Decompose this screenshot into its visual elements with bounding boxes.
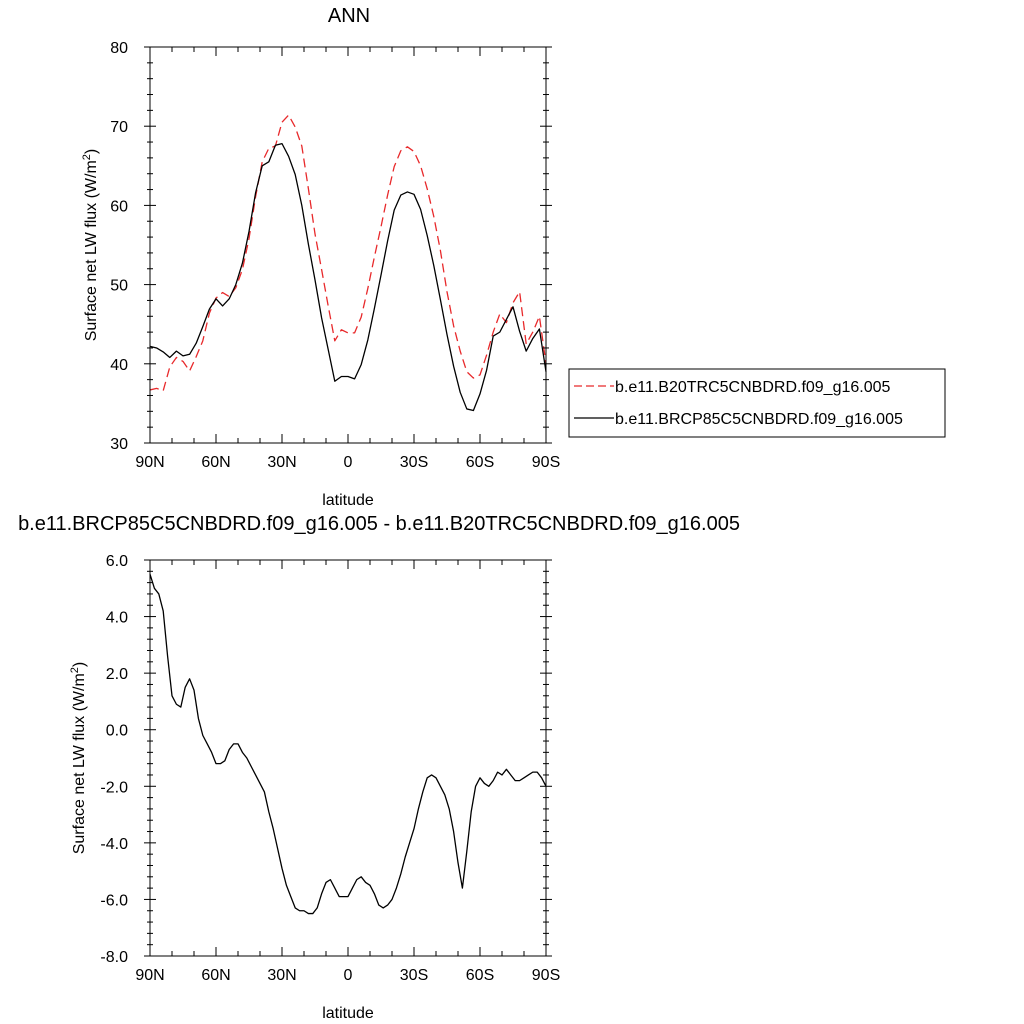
y-tick-label: 60 — [110, 198, 128, 215]
legend-label-historical: b.e11.B20TRC5CNBDRD.f09_g16.005 — [615, 379, 891, 396]
x-tick-label: 30N — [267, 967, 296, 984]
series-layer — [149, 114, 547, 412]
x-tick-label: 60S — [466, 967, 494, 984]
y-tick-label: -4.0 — [100, 836, 128, 853]
y-tick-label: -8.0 — [100, 949, 128, 966]
x-tick-label: 60N — [201, 967, 230, 984]
ticks-layer: 90N 60N 30N 0 30S 60S 90S -8.0 -6.0 -4.0 -2.0 0.0 2.… — [100, 553, 560, 984]
y-tick-label: 40 — [110, 357, 128, 374]
legend-box — [568, 368, 946, 438]
y-tick-label: 6.0 — [106, 553, 128, 570]
x-axis-label: latitude — [322, 492, 374, 509]
x-tick-label: 90N — [135, 454, 164, 471]
chart-title: ANN — [328, 5, 370, 27]
y-tick-label: 4.0 — [106, 610, 128, 627]
ticks-layer: 90N 60N 30N 0 30S 60S 90S 30 40 50 60 70 80 — [110, 40, 560, 471]
y-tick-label: 2.0 — [106, 666, 128, 683]
x-tick-label: 90S — [532, 454, 560, 471]
legend-label-rcp85: b.e11.BRCP85C5CNBDRD.f09_g16.005 — [615, 411, 903, 428]
x-tick-label: 0 — [344, 967, 353, 984]
series-line-0 — [149, 573, 547, 915]
y-tick-label: -2.0 — [100, 779, 128, 796]
x-tick-label: 30S — [400, 454, 428, 471]
x-tick-label: 30N — [267, 454, 296, 471]
y-tick-label: -6.0 — [100, 892, 128, 909]
x-tick-label: 30S — [400, 967, 428, 984]
y-tick-label: 80 — [110, 40, 128, 57]
series-line-1 — [149, 142, 547, 412]
y-tick-label: 50 — [110, 278, 128, 295]
x-axis-label: latitude — [322, 1005, 374, 1022]
x-tick-label: 0 — [344, 454, 353, 471]
series-line-0 — [149, 114, 547, 392]
x-tick-label: 90S — [532, 967, 560, 984]
y-tick-label: 30 — [110, 436, 128, 453]
y-axis-label: Surface net LW flux (W/m2) — [69, 662, 88, 855]
mean-flux-panel: ANN 90N 60N 30N 0 30S 60S 90S 30 40 50 60 70 80 lati… — [81, 5, 946, 509]
difference-panel: b.e11.BRCP85C5CNBDRD.f09_g16.005 - b.e11… — [18, 513, 740, 1022]
y-axis-label: Surface net LW flux (W/m2) — [81, 149, 100, 342]
legend: b.e11.B20TRC5CNBDRD.f09_g16.005 b.e11.BR… — [568, 368, 946, 438]
x-tick-label: 60S — [466, 454, 494, 471]
x-tick-label: 90N — [135, 967, 164, 984]
x-tick-label: 60N — [201, 454, 230, 471]
chart-title: b.e11.BRCP85C5CNBDRD.f09_g16.005 - b.e11… — [18, 513, 740, 535]
y-tick-label: 0.0 — [106, 723, 128, 740]
series-layer — [149, 573, 547, 915]
plot-frame — [149, 46, 547, 444]
y-tick-label: 70 — [110, 119, 128, 136]
